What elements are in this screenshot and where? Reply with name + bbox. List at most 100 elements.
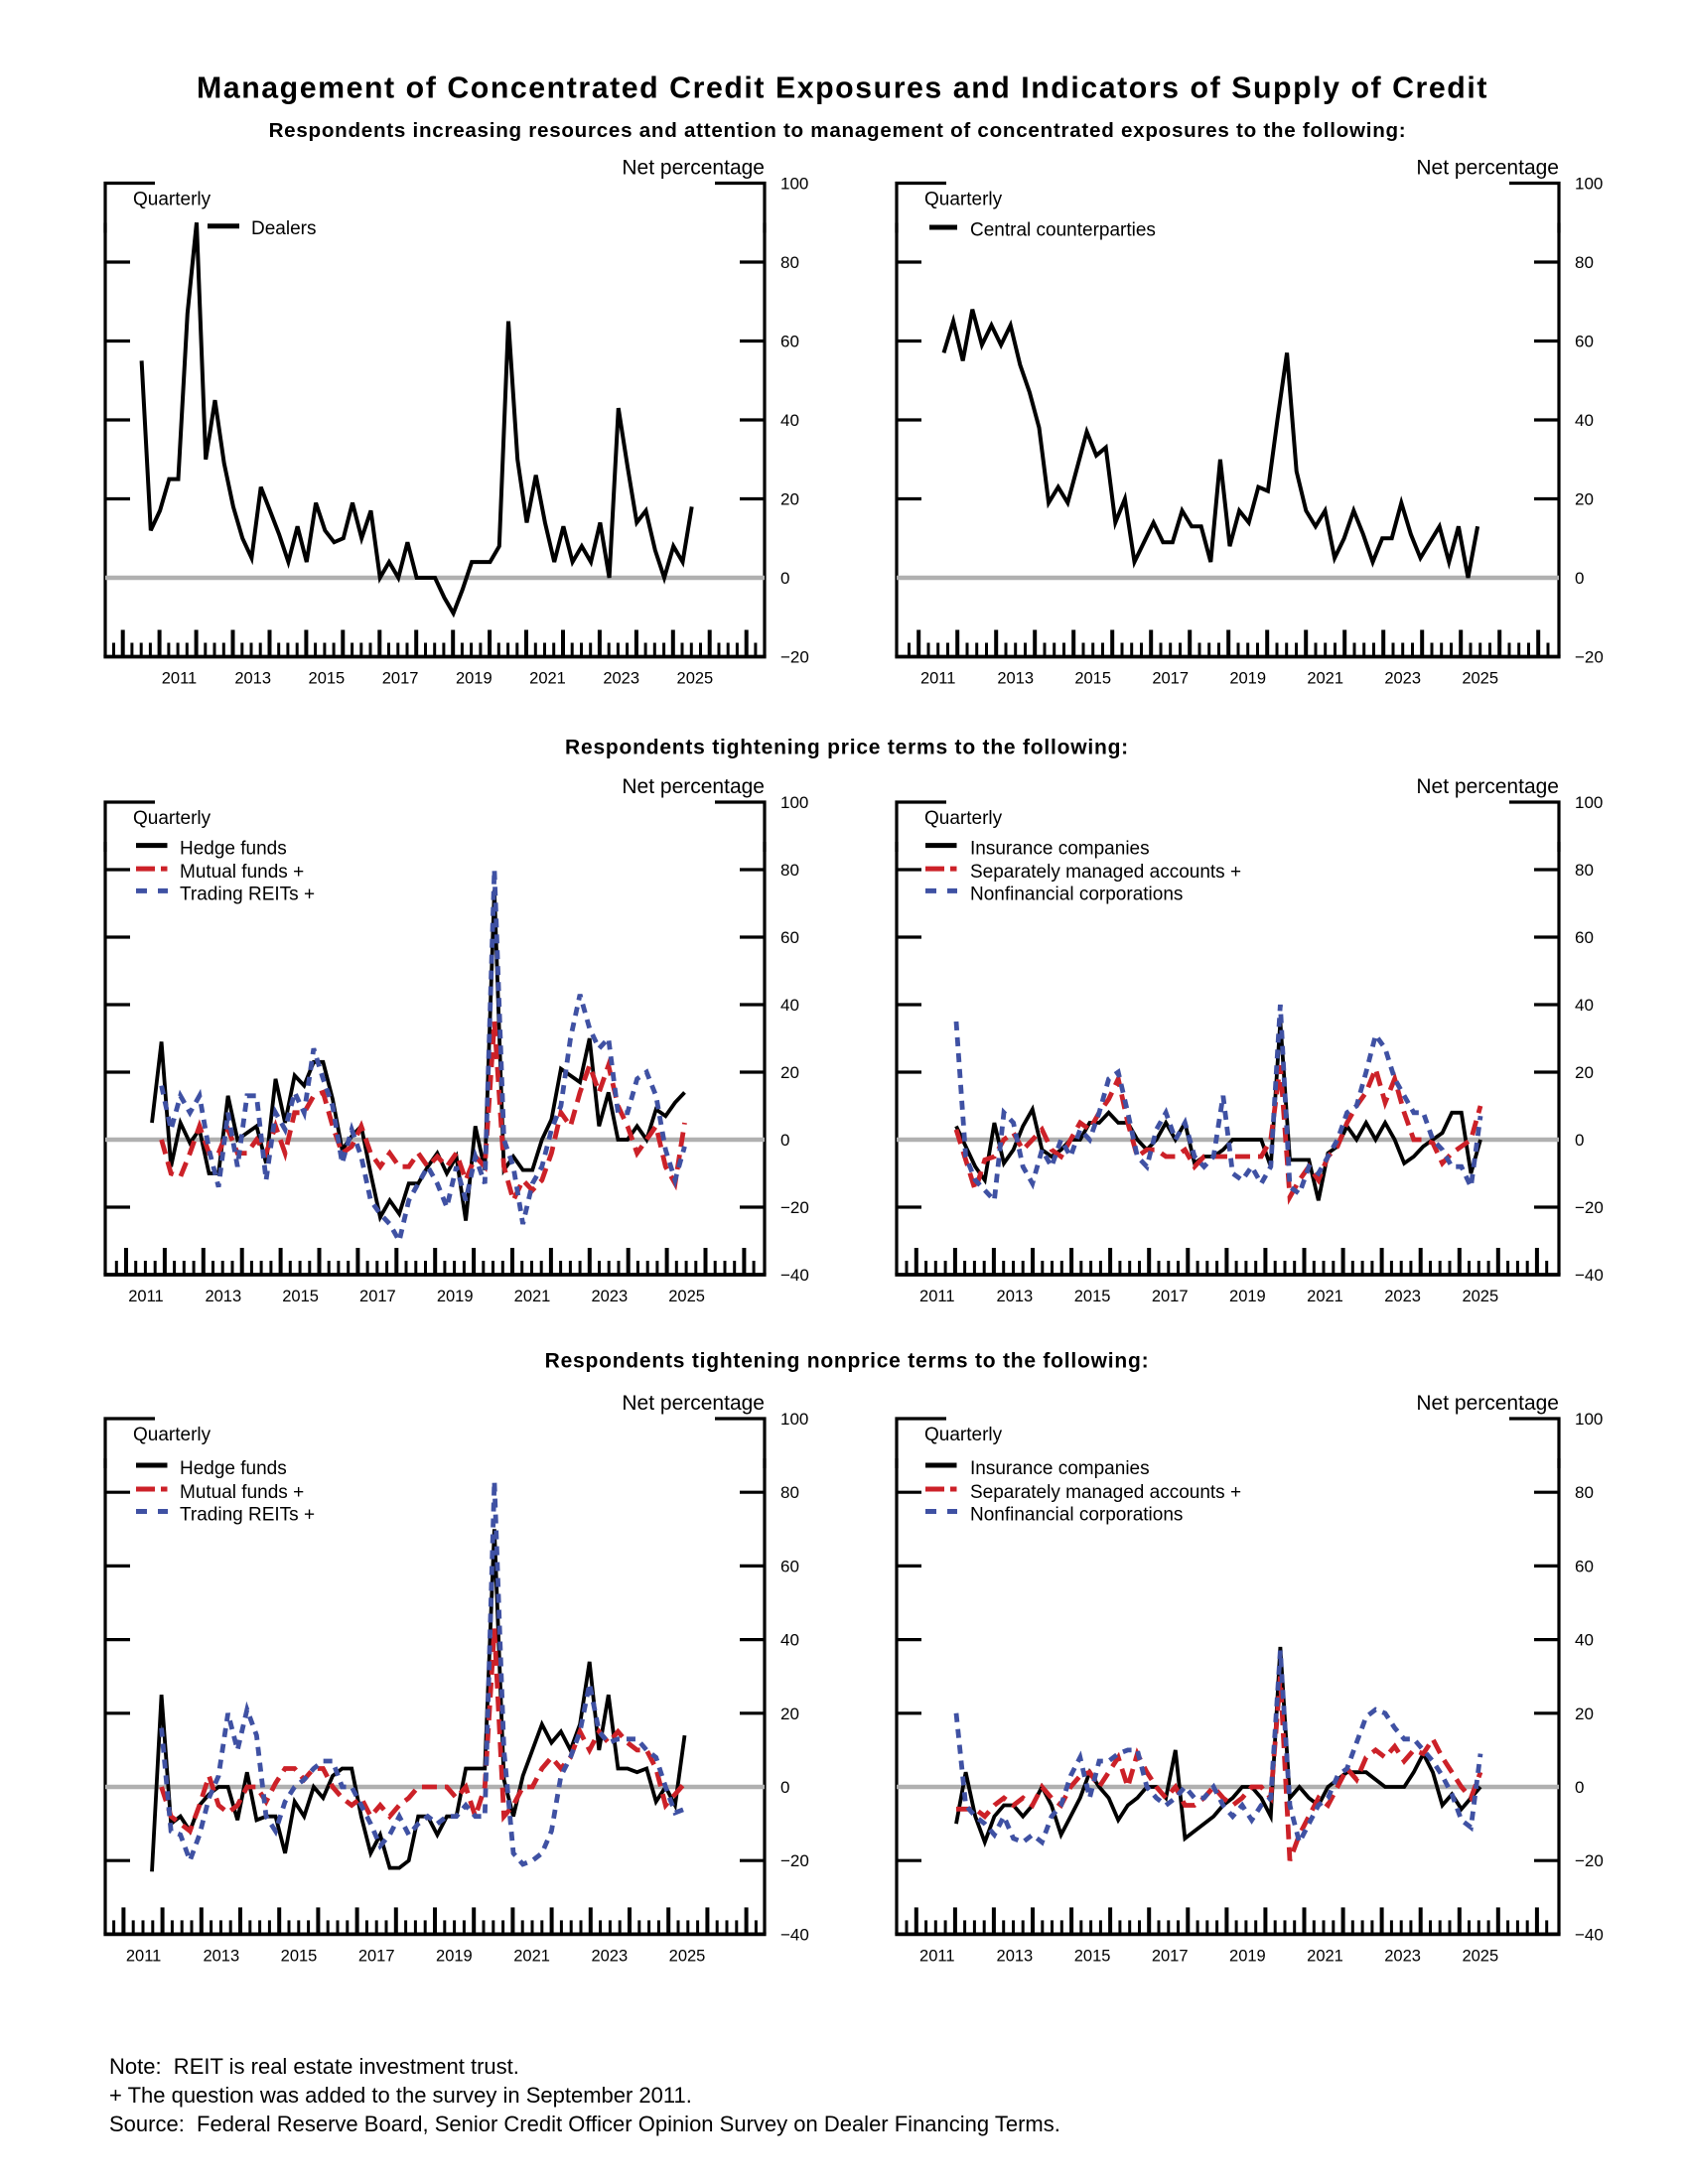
svg-text:2013: 2013 <box>203 1947 239 1965</box>
svg-text:−20: −20 <box>1575 648 1604 667</box>
svg-text:2015: 2015 <box>282 1288 319 1305</box>
svg-text:Quarterly: Quarterly <box>924 808 1003 829</box>
svg-text:−20: −20 <box>1575 1851 1604 1870</box>
svg-text:2019: 2019 <box>1229 1288 1266 1305</box>
svg-text:2025: 2025 <box>668 1288 705 1305</box>
svg-text:Insurance companies: Insurance companies <box>970 1458 1150 1479</box>
svg-text:−40: −40 <box>780 1925 809 1944</box>
svg-text:80: 80 <box>1575 253 1594 272</box>
svg-text:2021: 2021 <box>1307 1288 1343 1305</box>
svg-text:Separately managed accounts +: Separately managed accounts + <box>970 1482 1241 1503</box>
svg-text:Respondents tightening price t: Respondents tightening price terms to th… <box>565 737 1129 759</box>
svg-text:0: 0 <box>1575 1131 1584 1150</box>
svg-text:100: 100 <box>780 793 808 812</box>
svg-text:2017: 2017 <box>359 1288 396 1305</box>
svg-text:80: 80 <box>780 861 799 880</box>
svg-text:2017: 2017 <box>1152 1288 1189 1305</box>
svg-text:2013: 2013 <box>997 670 1034 688</box>
svg-text:2021: 2021 <box>514 1288 551 1305</box>
svg-text:0: 0 <box>780 1778 789 1797</box>
svg-text:Nonfinancial corporations: Nonfinancial corporations <box>970 1505 1183 1526</box>
svg-text:2019: 2019 <box>436 1947 473 1965</box>
svg-text:60: 60 <box>780 1557 799 1575</box>
svg-text:20: 20 <box>1575 1063 1594 1082</box>
svg-text:−40: −40 <box>1575 1925 1604 1944</box>
svg-text:2019: 2019 <box>1229 670 1266 688</box>
svg-text:Mutual funds +: Mutual funds + <box>180 862 304 883</box>
svg-text:40: 40 <box>780 411 799 430</box>
svg-text:100: 100 <box>1575 793 1603 812</box>
svg-text:2021: 2021 <box>1307 670 1343 688</box>
svg-text:Nonfinancial corporations: Nonfinancial corporations <box>970 884 1183 904</box>
svg-text:100: 100 <box>780 175 808 194</box>
svg-text:2015: 2015 <box>1074 670 1111 688</box>
svg-text:2011: 2011 <box>919 1288 954 1305</box>
svg-text:2011: 2011 <box>920 670 955 688</box>
svg-text:Quarterly: Quarterly <box>924 190 1003 210</box>
svg-text:20: 20 <box>780 1063 799 1082</box>
svg-text:Net percentage: Net percentage <box>622 775 765 798</box>
svg-text:2021: 2021 <box>513 1947 550 1965</box>
svg-text:Respondents increasing resourc: Respondents increasing resources and att… <box>269 119 1407 142</box>
svg-text:+ The question was added to th: + The question was added to the survey i… <box>109 2083 692 2108</box>
svg-text:2025: 2025 <box>1462 1288 1498 1305</box>
svg-text:−20: −20 <box>780 1198 809 1217</box>
svg-text:40: 40 <box>780 996 799 1015</box>
svg-text:Insurance companies: Insurance companies <box>970 839 1150 860</box>
svg-text:Quarterly: Quarterly <box>133 190 211 210</box>
svg-text:60: 60 <box>1575 1557 1594 1575</box>
svg-text:Hedge funds: Hedge funds <box>180 839 287 860</box>
svg-text:Respondents tightening nonpric: Respondents tightening nonprice terms to… <box>545 1350 1150 1373</box>
svg-text:Mutual funds +: Mutual funds + <box>180 1482 304 1503</box>
svg-text:2019: 2019 <box>456 670 492 688</box>
svg-text:2023: 2023 <box>1384 1947 1421 1965</box>
svg-text:Net percentage: Net percentage <box>1416 1392 1559 1415</box>
svg-text:2025: 2025 <box>669 1947 706 1965</box>
svg-text:2017: 2017 <box>382 670 419 688</box>
svg-text:2019: 2019 <box>1229 1947 1266 1965</box>
svg-text:Net percentage: Net percentage <box>1416 775 1559 798</box>
svg-text:−20: −20 <box>1575 1198 1604 1217</box>
svg-text:80: 80 <box>780 253 799 272</box>
svg-text:−40: −40 <box>780 1266 809 1285</box>
svg-text:Trading REITs +: Trading REITs + <box>180 1505 315 1526</box>
svg-text:0: 0 <box>1575 1778 1584 1797</box>
svg-text:2025: 2025 <box>1462 1947 1498 1965</box>
svg-text:40: 40 <box>1575 996 1594 1015</box>
svg-text:60: 60 <box>780 333 799 351</box>
svg-text:Quarterly: Quarterly <box>133 808 211 829</box>
svg-text:2015: 2015 <box>1074 1947 1111 1965</box>
svg-text:2025: 2025 <box>1462 670 1498 688</box>
svg-text:20: 20 <box>780 1705 799 1723</box>
svg-text:2023: 2023 <box>591 1947 628 1965</box>
svg-text:2011: 2011 <box>919 1947 954 1965</box>
svg-text:Management of Concentrated Cre: Management of Concentrated Credit Exposu… <box>197 72 1488 105</box>
svg-text:2017: 2017 <box>1152 1947 1189 1965</box>
svg-text:Quarterly: Quarterly <box>133 1425 211 1445</box>
svg-text:2023: 2023 <box>591 1288 628 1305</box>
svg-text:20: 20 <box>1575 1705 1594 1723</box>
svg-text:2025: 2025 <box>677 670 714 688</box>
svg-text:100: 100 <box>1575 175 1603 194</box>
svg-text:Hedge funds: Hedge funds <box>180 1458 287 1479</box>
svg-text:2013: 2013 <box>205 1288 241 1305</box>
svg-text:60: 60 <box>1575 333 1594 351</box>
svg-text:60: 60 <box>780 928 799 947</box>
svg-text:2015: 2015 <box>281 1947 318 1965</box>
svg-text:Dealers: Dealers <box>251 218 316 239</box>
svg-text:−20: −20 <box>780 648 809 667</box>
svg-text:−40: −40 <box>1575 1266 1604 1285</box>
svg-text:100: 100 <box>780 1410 808 1429</box>
svg-text:Note: REIT is real estate inv: Note: REIT is real estate investment tru… <box>109 2054 519 2079</box>
svg-text:40: 40 <box>1575 411 1594 430</box>
svg-text:40: 40 <box>1575 1631 1594 1650</box>
svg-text:100: 100 <box>1575 1410 1603 1429</box>
svg-text:2015: 2015 <box>1074 1288 1111 1305</box>
svg-text:2011: 2011 <box>126 1947 161 1965</box>
svg-text:−20: −20 <box>780 1851 809 1870</box>
svg-text:2023: 2023 <box>1384 670 1421 688</box>
svg-text:2023: 2023 <box>1384 1288 1421 1305</box>
svg-text:0: 0 <box>1575 569 1584 588</box>
svg-text:2011: 2011 <box>162 670 197 688</box>
svg-text:Central counterparties: Central counterparties <box>970 220 1156 241</box>
